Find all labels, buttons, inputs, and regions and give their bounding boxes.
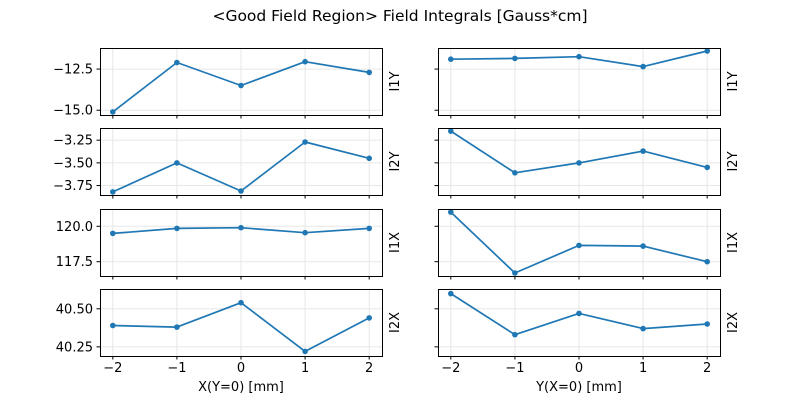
data-point: [366, 315, 373, 321]
y-tick-label: −15.0: [53, 104, 93, 119]
y-tick-label: −3.50: [53, 156, 93, 171]
data-point: [110, 230, 116, 237]
data-point: [238, 188, 244, 194]
data-point: [302, 229, 308, 236]
row-label: I1X: [726, 232, 741, 253]
subplot-i1x-col0: 120.0 117.5 I1X: [56, 209, 403, 280]
data-point: [512, 170, 518, 176]
row-label: I2Y: [388, 151, 403, 171]
data-point: [174, 324, 180, 330]
y-tick-label: 120.0: [56, 220, 93, 235]
data-point: [512, 270, 518, 276]
y-tick-label: 117.5: [56, 255, 93, 270]
subplot-i2x-col0: 40.50 40.25 −2 −1 0 1 2 X(Y=0) [mm] I2X: [56, 289, 403, 395]
data-point: [512, 55, 518, 62]
x-tick-label: 0: [575, 361, 583, 376]
x-tick-label: −2: [441, 361, 460, 376]
data-point: [366, 69, 373, 76]
data-point: [448, 290, 454, 297]
data-point: [238, 299, 244, 306]
data-point: [704, 48, 710, 54]
data-point: [448, 128, 454, 134]
data-point: [302, 348, 308, 355]
y-tick-label: 40.25: [56, 340, 93, 355]
data-point: [576, 160, 582, 166]
x-tick-label: 2: [703, 361, 711, 376]
data-point: [174, 59, 180, 66]
data-point: [640, 148, 646, 154]
data-point: [448, 209, 454, 215]
row-label: I1X: [388, 232, 403, 253]
row-label: I2X: [388, 312, 403, 333]
data-point: [174, 225, 180, 232]
data-point: [704, 258, 710, 265]
data-point: [366, 155, 373, 162]
row-label: I1Y: [388, 71, 403, 91]
y-tick-label: 40.50: [56, 302, 93, 317]
subplot-i1x-col1: I1X: [434, 209, 741, 280]
y-tick-label: −3.75: [53, 179, 93, 194]
x-tick-label: −2: [103, 361, 122, 376]
y-tick-label: −3.25: [53, 134, 93, 149]
y-tick-label: −12.5: [53, 63, 93, 78]
x-tick-label: −1: [167, 361, 186, 376]
data-point: [704, 164, 710, 171]
x-tick-label: 2: [365, 361, 373, 376]
x-tick-label: 1: [639, 361, 647, 376]
data-point: [302, 58, 308, 65]
x-axis-label: X(Y=0) [mm]: [198, 380, 284, 395]
data-point: [302, 139, 308, 145]
data-point: [512, 331, 518, 338]
data-point: [448, 56, 454, 62]
figure-title: <Good Field Region> Field Integrals [Gau…: [212, 7, 588, 25]
x-tick-label: 1: [301, 361, 309, 376]
data-point: [576, 242, 582, 249]
data-point: [640, 325, 646, 332]
data-point: [640, 243, 646, 249]
data-point: [576, 53, 582, 60]
data-point: [110, 109, 116, 115]
data-point: [366, 225, 373, 232]
data-point: [110, 189, 116, 195]
subplot-i1y-col0: −12.5 −15.0 I1Y: [53, 48, 403, 119]
row-label: I1Y: [726, 71, 741, 91]
data-point: [704, 321, 710, 327]
data-point: [576, 310, 582, 317]
data-point: [640, 63, 646, 70]
x-tick-label: 0: [237, 361, 245, 376]
row-label: I2Y: [726, 151, 741, 171]
data-point: [238, 224, 244, 231]
data-point: [174, 160, 180, 166]
subplot-i2y-col0: −3.25 −3.50 −3.75 I2Y: [53, 128, 403, 199]
x-tick-label: −1: [505, 361, 524, 376]
row-label: I2X: [726, 312, 741, 333]
data-point: [110, 322, 116, 329]
x-axis-label: Y(X=0) [mm]: [535, 380, 622, 395]
subplot-i1y-col1: I1Y: [434, 48, 741, 119]
data-point: [238, 82, 244, 89]
subplot-i2y-col1: I2Y: [434, 128, 741, 199]
subplot-i2x-col1: −2 −1 0 1 2 Y(X=0) [mm] I2X: [434, 289, 741, 395]
